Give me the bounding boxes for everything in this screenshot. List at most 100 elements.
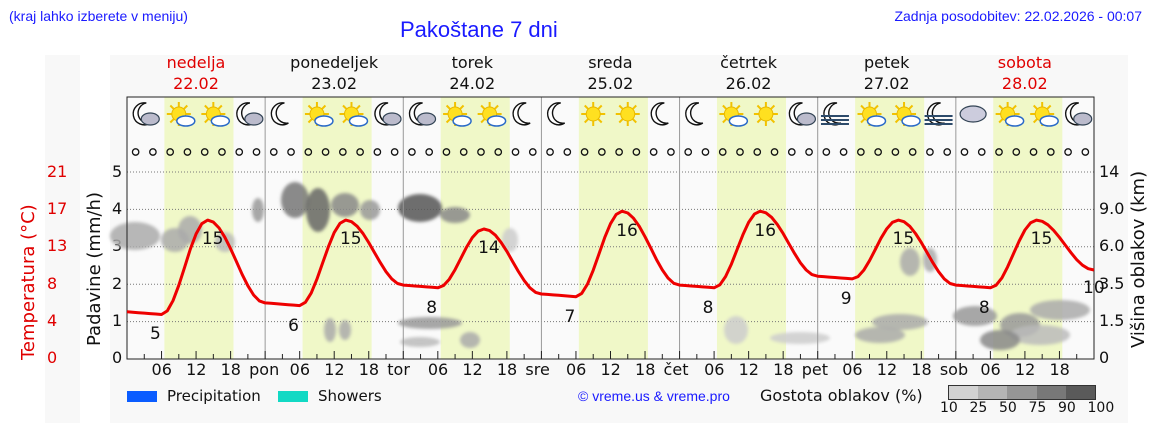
hour-tick: 12 — [462, 360, 483, 379]
temp-min-label: 8 — [978, 297, 990, 318]
sun-icon — [753, 102, 778, 126]
density-swatch — [978, 386, 1008, 399]
wind-calm-icon — [874, 148, 882, 156]
temp-tick: 17 — [47, 199, 68, 218]
sun-cloud-icon — [857, 102, 887, 127]
temp-tick: 21 — [47, 162, 68, 181]
wind-calm-icon — [736, 148, 744, 156]
hour-tick: 06 — [842, 360, 863, 379]
sun-cloud-icon — [995, 102, 1025, 127]
moon-icon — [650, 102, 669, 126]
hour-tick: 18 — [1049, 360, 1070, 379]
day-date: 22.02 — [173, 74, 219, 93]
cloud-icon — [959, 105, 987, 123]
sun-icon — [581, 102, 606, 126]
hour-tick: 12 — [1014, 360, 1036, 379]
wind-calm-icon — [805, 148, 813, 156]
temp-tick: 8 — [47, 274, 58, 293]
day-date: 23.02 — [311, 74, 358, 93]
wind-calm-icon — [1081, 148, 1090, 156]
hour-tick: 18 — [911, 360, 932, 379]
legend-showers-label: Showers — [318, 387, 382, 405]
temp-min-label: 8 — [702, 297, 714, 318]
hour-tick: 12 — [600, 360, 621, 379]
region-hint[interactable]: (kraj lahko izberete v meniju) — [9, 8, 188, 24]
day-abbr-tick: pet — [801, 360, 828, 379]
moon-cloud-icon — [408, 102, 437, 126]
hour-tick: 06 — [565, 360, 587, 379]
day-abbr-tick: sob — [939, 360, 969, 379]
wind-calm-icon — [528, 148, 537, 156]
cloud-density-label: Gostota oblakov (%) — [760, 386, 923, 405]
sun-cloud-icon — [304, 102, 334, 127]
wind-calm-icon — [1012, 148, 1021, 156]
wind-calm-icon — [615, 148, 623, 156]
precip-tick: 1 — [112, 311, 123, 330]
hour-tick: 06 — [151, 360, 172, 379]
wind-calm-icon — [770, 148, 779, 156]
wind-calm-icon — [304, 148, 313, 156]
wind-calm-icon — [200, 148, 209, 156]
wind-calm-icon — [149, 148, 157, 156]
hour-tick: 06 — [704, 360, 725, 379]
wind-calm-icon — [632, 148, 641, 156]
moon-fog-icon — [820, 102, 849, 126]
temp-min-label: 9 — [840, 288, 852, 309]
hour-tick: 12 — [738, 360, 759, 379]
day-abbr-tick: pon — [249, 360, 280, 379]
hour-tick: 18 — [220, 360, 241, 379]
sun-cloud-icon — [1030, 102, 1059, 127]
moon-icon — [270, 102, 289, 126]
wind-calm-icon — [649, 148, 658, 156]
day-name: petek — [863, 53, 910, 72]
temp-max-label: 14 — [478, 238, 500, 259]
temp-end-label: 10 — [1083, 278, 1105, 298]
density-tick: 50 — [999, 400, 1017, 416]
precip-tick: 0 — [112, 348, 123, 367]
sun-cloud-icon — [892, 102, 921, 127]
cloud-tick: 3.5 — [1099, 274, 1125, 293]
wind-calm-icon — [718, 148, 727, 156]
density-swatch — [1036, 386, 1066, 399]
moon-cloud-icon — [788, 102, 817, 126]
sun-cloud-icon — [477, 102, 507, 127]
showers-swatch — [278, 390, 308, 402]
wind-calm-icon — [321, 148, 330, 156]
hour-tick: 06 — [980, 360, 1001, 379]
sun-cloud-icon — [201, 102, 231, 127]
wind-calm-icon — [425, 148, 434, 156]
wind-calm-icon — [494, 148, 503, 156]
wind-calm-icon — [753, 148, 762, 156]
density-swatch — [949, 386, 979, 399]
wind-calm-icon — [511, 148, 520, 156]
temp-tick: 13 — [47, 236, 68, 255]
temp-tick: 4 — [47, 311, 58, 330]
wind-calm-icon — [684, 148, 693, 156]
cloud-tick: 0 — [1099, 348, 1110, 367]
day-name: torek — [451, 53, 493, 72]
day-name: ponedeljek — [290, 53, 379, 72]
wind-calm-icon — [373, 148, 382, 156]
day-name: nedelja — [166, 53, 226, 72]
wind-calm-icon — [459, 148, 468, 156]
copyright-link[interactable]: © vreme.us & vreme.pro — [578, 388, 730, 404]
temp-max-label: 15 — [892, 229, 915, 250]
legend-showers: Showers — [278, 387, 382, 405]
wind-calm-icon — [977, 148, 986, 156]
moon-cloud-icon — [1064, 102, 1093, 126]
day-name: četrtek — [720, 53, 777, 72]
cloud-tick: 14 — [1099, 162, 1120, 181]
moon-cloud-icon — [132, 102, 160, 126]
cloud-density-scale — [948, 385, 1096, 400]
wind-calm-icon — [857, 148, 865, 156]
day-abbr-tick: sre — [525, 360, 550, 379]
temp-max-label: 16 — [754, 220, 777, 241]
hour-tick: 18 — [358, 360, 380, 379]
wind-calm-icon — [995, 148, 1003, 156]
last-updated: Zadnja posodobitev: 22.02.2026 - 00:07 — [894, 8, 1142, 24]
wind-calm-icon — [252, 148, 261, 156]
day-name: sobota — [997, 53, 1052, 72]
wind-calm-icon — [839, 148, 848, 156]
day-date: 24.02 — [449, 74, 496, 93]
precip-tick: 5 — [112, 162, 123, 181]
